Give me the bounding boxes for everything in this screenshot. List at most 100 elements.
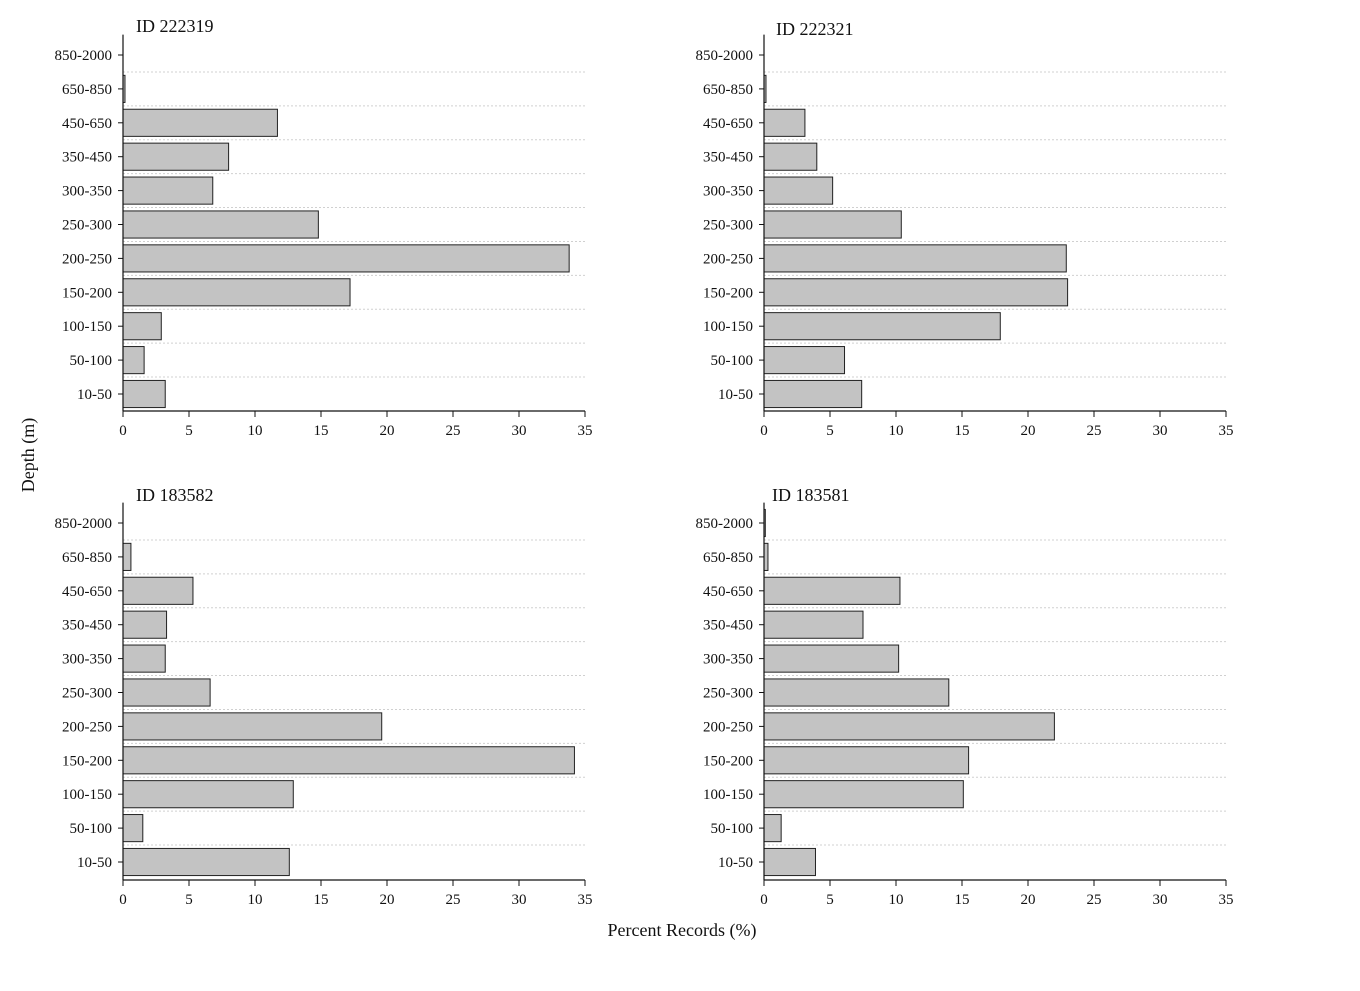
chart-panel-3: 10-50 50-100 100-150 150-200 200-250 250-300 3…: [55, 485, 593, 908]
y-tick-label: 350-450: [703, 618, 753, 634]
bar-100-150: [763, 312, 1001, 341]
bar-200-250: [763, 244, 1067, 273]
x-tick-label: 30: [1153, 892, 1168, 908]
x-axis-title: Percent Records (%): [608, 920, 757, 941]
y-tick-label: 100-150: [703, 319, 753, 335]
x-tick-label: 0: [760, 423, 768, 439]
bar-650-850: [122, 542, 132, 571]
bar-450-650: [763, 108, 806, 137]
bar-200-250: [763, 712, 1055, 741]
y-tick-label: 150-200: [703, 285, 753, 301]
y-tick-label: 200-250: [62, 251, 112, 267]
bar-300-350: [763, 176, 834, 205]
bar-150-200: [763, 278, 1069, 307]
x-tick-label: 35: [578, 892, 593, 908]
x-tick-label: 15: [314, 423, 329, 439]
bar-250-300: [122, 678, 211, 707]
x-tick-label: 35: [1219, 423, 1234, 439]
bar-10-50: [763, 379, 863, 409]
x-tick-label: 25: [446, 892, 461, 908]
y-tick-label: 350-450: [62, 150, 112, 166]
x-tick-label: 25: [1087, 892, 1102, 908]
x-tick-label: 30: [1153, 423, 1168, 439]
y-tick-label: 150-200: [703, 753, 753, 769]
bar-350-450: [763, 610, 864, 639]
x-tick-label: 5: [826, 423, 834, 439]
bar-200-250: [122, 712, 383, 741]
bar-250-300: [122, 210, 319, 239]
y-tick-label: 300-350: [62, 184, 112, 200]
x-tick-label: 30: [512, 423, 527, 439]
bar-10-50: [122, 847, 290, 877]
y-tick-label: 100-150: [62, 319, 112, 335]
x-tick-label: 5: [185, 892, 193, 908]
x-tick-label: 25: [446, 423, 461, 439]
bar-300-350: [122, 644, 166, 673]
x-tick-label: 20: [380, 423, 395, 439]
y-tick-label: 250-300: [62, 218, 112, 234]
y-tick-label: 650-850: [62, 82, 112, 98]
y-tick-label: 250-300: [703, 686, 753, 702]
y-tick-label: 650-850: [703, 550, 753, 566]
panel-title: ID 183581: [772, 485, 850, 505]
y-tick-label: 200-250: [703, 251, 753, 267]
y-tick-label: 250-300: [703, 218, 753, 234]
bar-350-450: [122, 142, 230, 171]
y-axis-title: Depth (m): [18, 418, 39, 492]
panel-title: ID 183582: [136, 485, 214, 505]
bar-250-300: [763, 210, 902, 239]
chart-panel-2: 10-50 50-100 100-150 150-200 200-250 250-300 3…: [696, 19, 1234, 439]
x-tick-label: 30: [512, 892, 527, 908]
x-tick-label: 20: [1021, 423, 1036, 439]
y-tick-label: 450-650: [703, 584, 753, 600]
y-tick-label: 450-650: [62, 116, 112, 132]
y-tick-label: 200-250: [62, 719, 112, 735]
x-tick-label: 35: [578, 423, 593, 439]
y-tick-label: 850-2000: [55, 48, 113, 64]
y-tick-label: 250-300: [62, 686, 112, 702]
chart-panel-1: 10-50 50-100 100-150 150-200 200-250 250-300 3…: [55, 16, 593, 439]
y-tick-label: 10-50: [718, 387, 753, 403]
x-tick-label: 5: [826, 892, 834, 908]
bar-450-650: [763, 576, 901, 605]
bar-450-650: [122, 576, 194, 605]
bar-100-150: [122, 312, 162, 341]
y-tick-label: 50-100: [70, 821, 113, 837]
y-tick-label: 850-2000: [696, 48, 754, 64]
bar-350-450: [122, 610, 168, 639]
x-tick-label: 15: [955, 423, 970, 439]
bar-350-450: [763, 142, 818, 171]
bar-150-200: [763, 746, 970, 775]
chart-panel-4: 10-50 50-100 100-150 150-200 200-250 250-300 3…: [696, 485, 1234, 908]
bar-100-150: [122, 780, 294, 809]
x-tick-label: 5: [185, 423, 193, 439]
y-tick-label: 10-50: [77, 855, 112, 871]
x-tick-label: 35: [1219, 892, 1234, 908]
y-tick-label: 50-100: [711, 353, 754, 369]
y-tick-label: 650-850: [703, 82, 753, 98]
x-tick-label: 10: [248, 892, 263, 908]
y-tick-label: 10-50: [77, 387, 112, 403]
bar-250-300: [763, 678, 950, 707]
panel-title: ID 222321: [776, 19, 854, 39]
bar-50-100: [763, 814, 782, 843]
bar-50-100: [122, 346, 145, 375]
x-tick-label: 10: [248, 423, 263, 439]
y-tick-label: 450-650: [703, 116, 753, 132]
y-tick-label: 100-150: [703, 787, 753, 803]
x-tick-label: 20: [380, 892, 395, 908]
y-tick-label: 10-50: [718, 855, 753, 871]
x-tick-label: 0: [760, 892, 768, 908]
bar-10-50: [122, 379, 166, 409]
y-tick-label: 650-850: [62, 550, 112, 566]
y-tick-label: 850-2000: [55, 516, 113, 532]
y-tick-label: 150-200: [62, 285, 112, 301]
bar-150-200: [122, 746, 575, 775]
y-tick-label: 50-100: [70, 353, 113, 369]
bar-450-650: [122, 108, 278, 137]
y-tick-label: 350-450: [62, 618, 112, 634]
x-tick-label: 25: [1087, 423, 1102, 439]
y-tick-label: 300-350: [703, 652, 753, 668]
